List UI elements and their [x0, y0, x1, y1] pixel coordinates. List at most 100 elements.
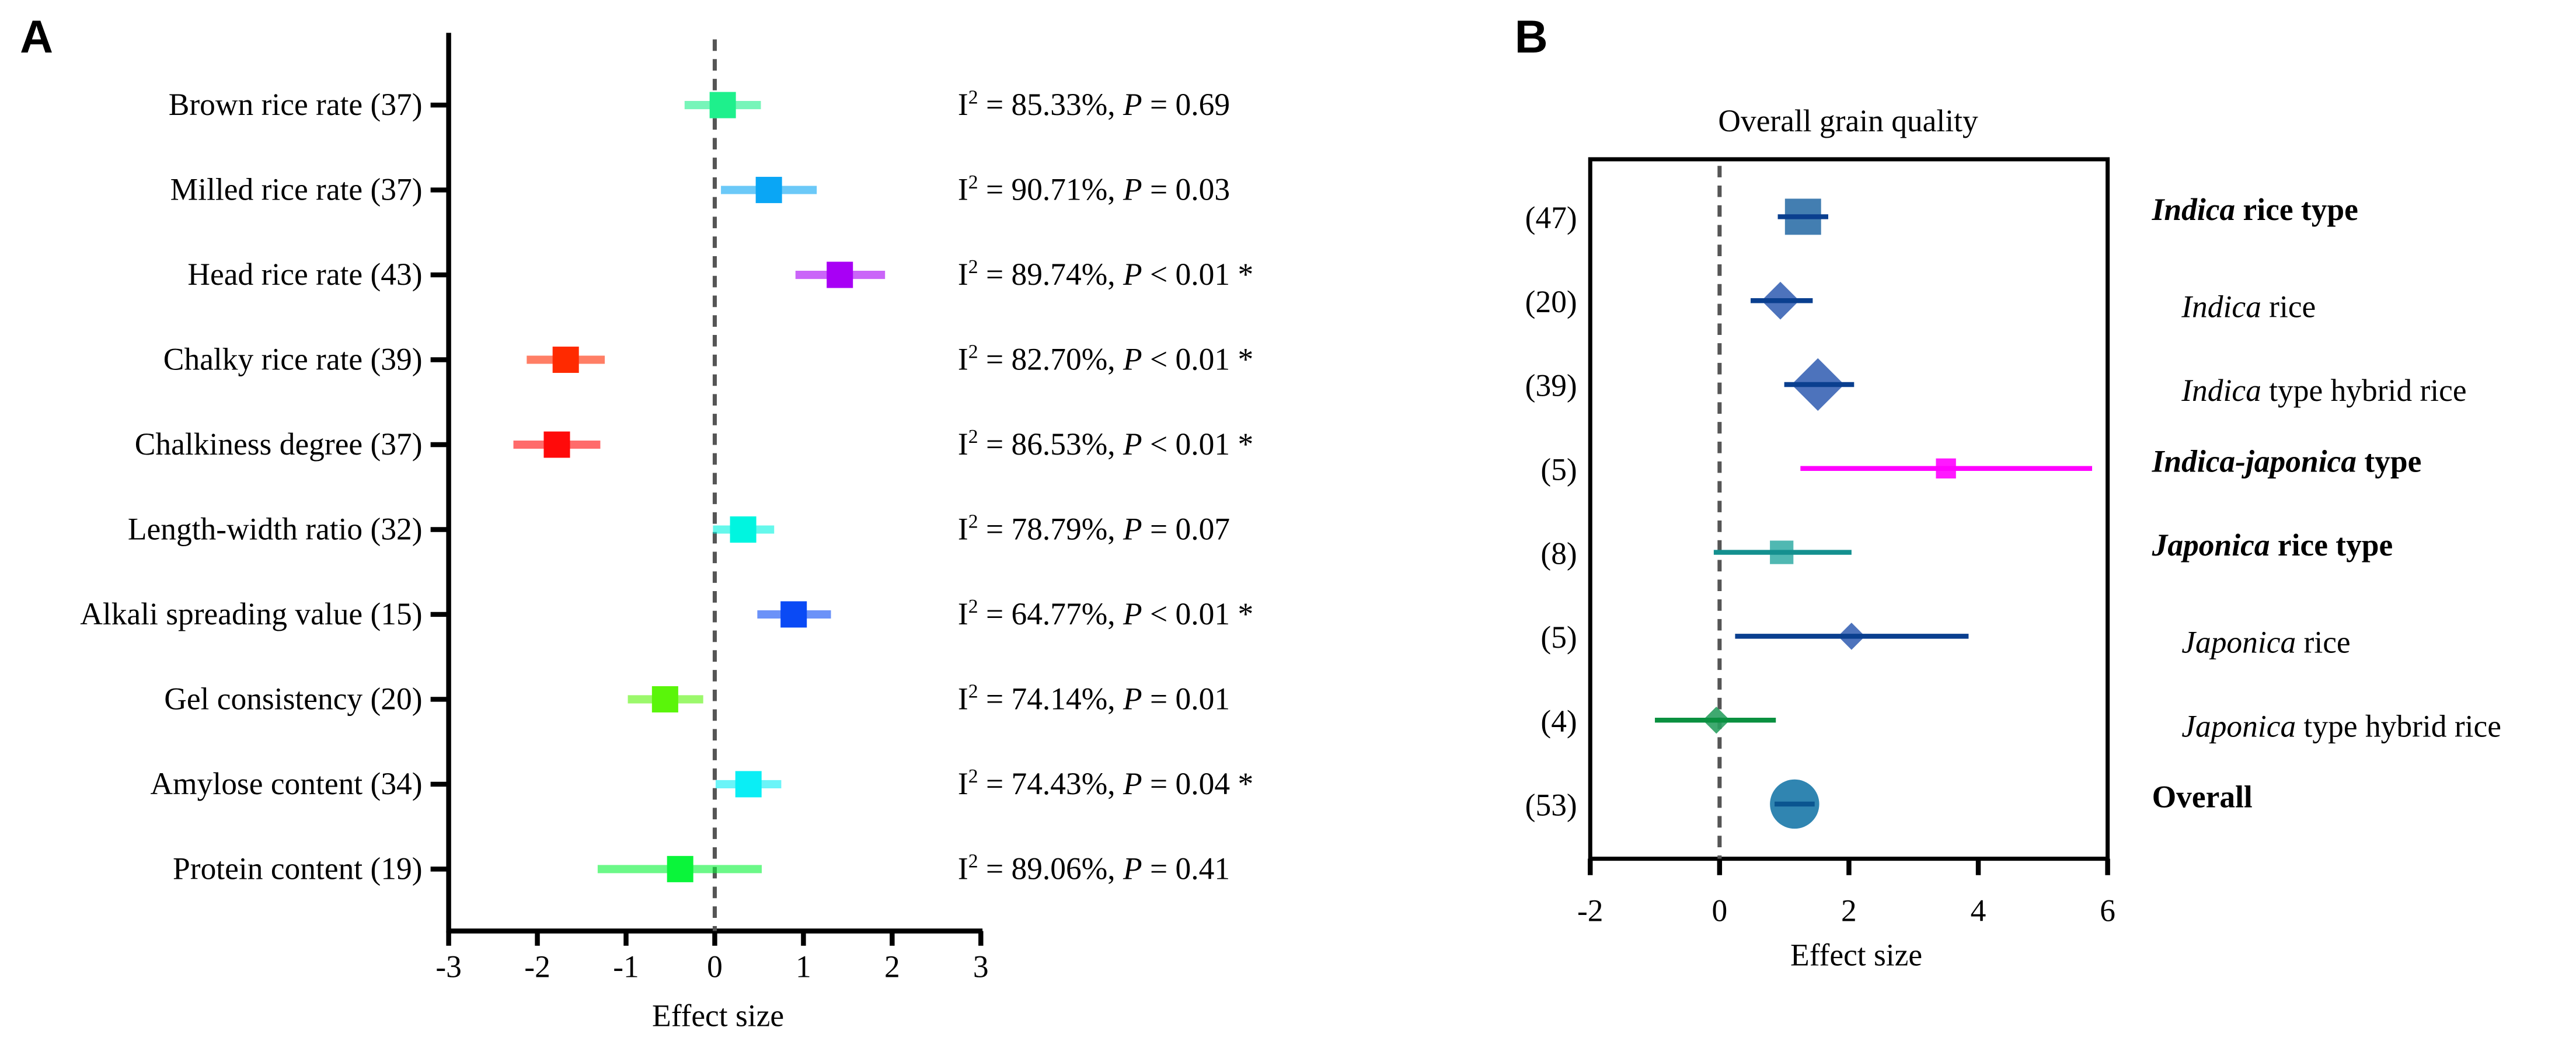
i-letter: I	[958, 511, 968, 546]
significance-star: *	[1230, 341, 1253, 376]
i2-value: = 85.33%,	[978, 87, 1123, 122]
significance-star: *	[1230, 427, 1253, 462]
p-letter: P	[1123, 681, 1142, 716]
p-letter: P	[1123, 596, 1142, 631]
p-letter: P	[1123, 427, 1142, 462]
superscript-2: 2	[968, 86, 978, 108]
effect-marker	[667, 855, 693, 882]
x-tick-label: 4	[1971, 893, 1986, 928]
i-letter: I	[958, 596, 968, 631]
subgroup-label-italic: Indica	[2181, 289, 2261, 324]
i-letter: I	[958, 851, 968, 886]
p-value: = 0.69	[1142, 87, 1230, 122]
p-value: = 0.01	[1142, 681, 1230, 716]
subgroup-label-italic: Japonica	[2152, 528, 2270, 563]
subgroup-label-italic: Indica-japonica	[2152, 443, 2357, 478]
p-letter: P	[1123, 257, 1142, 292]
subgroup-label: Japonica type hybrid rice	[2181, 708, 2501, 743]
x-tick-label: 2	[884, 949, 900, 984]
p-letter: P	[1123, 511, 1142, 546]
i-letter: I	[958, 257, 968, 292]
p-value: < 0.01	[1142, 596, 1230, 631]
subgroup-label: Indica rice	[2181, 289, 2316, 324]
panel-b-title: Overall grain quality	[1718, 103, 1978, 138]
heterogeneity-stat: I2 = 64.77%, P < 0.01 *	[958, 596, 1253, 631]
x-tick-label: 1	[796, 949, 811, 984]
subgroup-label-text: rice type	[2235, 192, 2358, 227]
p-value: = 0.07	[1142, 511, 1230, 546]
study-count: (5)	[1540, 620, 1577, 655]
effect-marker	[651, 686, 678, 712]
effect-marker	[735, 771, 762, 798]
x-axis-label: Effect size	[1790, 938, 1922, 973]
subgroup-label-text: type	[2357, 443, 2421, 478]
subgroup-label-text: Overall	[2152, 780, 2253, 815]
p-value: < 0.01	[1142, 427, 1230, 462]
heterogeneity-stat: I2 = 89.06%, P = 0.41	[958, 851, 1230, 886]
i2-value: = 89.74%,	[978, 257, 1123, 292]
effect-marker	[780, 601, 807, 628]
study-count: (53)	[1525, 788, 1577, 823]
i2-value: = 82.70%,	[978, 341, 1123, 376]
p-value: = 0.03	[1142, 172, 1230, 207]
study-count: (4)	[1540, 704, 1577, 739]
x-axis-label: Effect size	[652, 998, 784, 1033]
i-letter: I	[958, 427, 968, 462]
x-tick-label: 2	[1841, 893, 1857, 928]
heterogeneity-stat: I2 = 74.43%, P = 0.04 *	[958, 766, 1253, 801]
row-label: Chalkiness degree (37)	[135, 427, 423, 462]
i-letter: I	[958, 172, 968, 207]
x-tick-label: -1	[613, 949, 639, 984]
superscript-2: 2	[968, 511, 978, 533]
panel-b-letter: B	[1515, 11, 1548, 62]
p-letter: P	[1123, 87, 1142, 122]
row-label: Protein content (19)	[173, 851, 423, 886]
subgroup-label-text: type hybrid rice	[2261, 373, 2467, 408]
subgroup-label-italic: Indica	[2181, 373, 2261, 408]
x-tick-label: 3	[973, 949, 989, 984]
row-label: Length-width ratio (32)	[128, 511, 423, 546]
x-tick-label: -3	[435, 949, 462, 984]
subgroup-label: Indica-japonica type	[2152, 443, 2422, 478]
superscript-2: 2	[968, 851, 978, 872]
panel-b: -2 0 2 4 6 Effect size (47) Indica rice type (20…	[1525, 157, 2501, 973]
heterogeneity-stat: I2 = 85.33%, P = 0.69	[958, 86, 1230, 122]
heterogeneity-stat: I2 = 86.53%, P < 0.01 *	[958, 426, 1253, 462]
study-count: (5)	[1540, 452, 1577, 487]
subgroup-label: Japonica rice	[2181, 625, 2350, 660]
plot-frame	[1588, 157, 2110, 861]
row-label: Milled rice rate (37)	[170, 172, 423, 207]
i2-value: = 86.53%,	[978, 427, 1123, 462]
row-label: Head rice rate (43)	[187, 257, 422, 292]
p-value: = 0.04	[1142, 766, 1230, 801]
i2-value: = 64.77%,	[978, 596, 1123, 631]
row-label: Amylose content (34)	[150, 766, 422, 801]
subgroup-label-text: type hybrid rice	[2296, 708, 2501, 743]
subgroup-label-italic: Japonica	[2181, 708, 2296, 743]
row-label: Brown rice rate (37)	[169, 87, 423, 122]
subgroup-label-text: rice type	[2270, 528, 2393, 563]
heterogeneity-stat: I2 = 90.71%, P = 0.03	[958, 172, 1230, 207]
panel-a: -3 -2 -1 0 1 2 3 Effect size Brown rice rate (37…	[80, 33, 1253, 1033]
heterogeneity-stat: I2 = 82.70%, P < 0.01 *	[958, 341, 1253, 377]
i-letter: I	[958, 766, 968, 801]
study-count: (47)	[1525, 200, 1577, 235]
superscript-2: 2	[968, 426, 978, 448]
effect-marker	[730, 516, 757, 543]
i-letter: I	[958, 341, 968, 376]
p-letter: P	[1123, 172, 1142, 207]
i-letter: I	[958, 87, 968, 122]
subgroup-label-italic: Japonica	[2181, 625, 2296, 660]
i2-value: = 78.79%,	[978, 511, 1123, 546]
subgroup-label: Japonica rice type	[2152, 528, 2393, 563]
p-letter: P	[1123, 341, 1142, 376]
subgroup-label-italic: Indica	[2152, 192, 2236, 227]
effect-marker	[827, 261, 853, 288]
heterogeneity-stat: I2 = 78.79%, P = 0.07	[958, 511, 1230, 547]
subgroup-label-text: rice	[2296, 625, 2350, 660]
effect-marker	[755, 177, 782, 204]
subgroup-label: Overall	[2152, 780, 2253, 815]
x-tick-label: 6	[2100, 893, 2115, 928]
p-value: < 0.01	[1142, 341, 1230, 376]
